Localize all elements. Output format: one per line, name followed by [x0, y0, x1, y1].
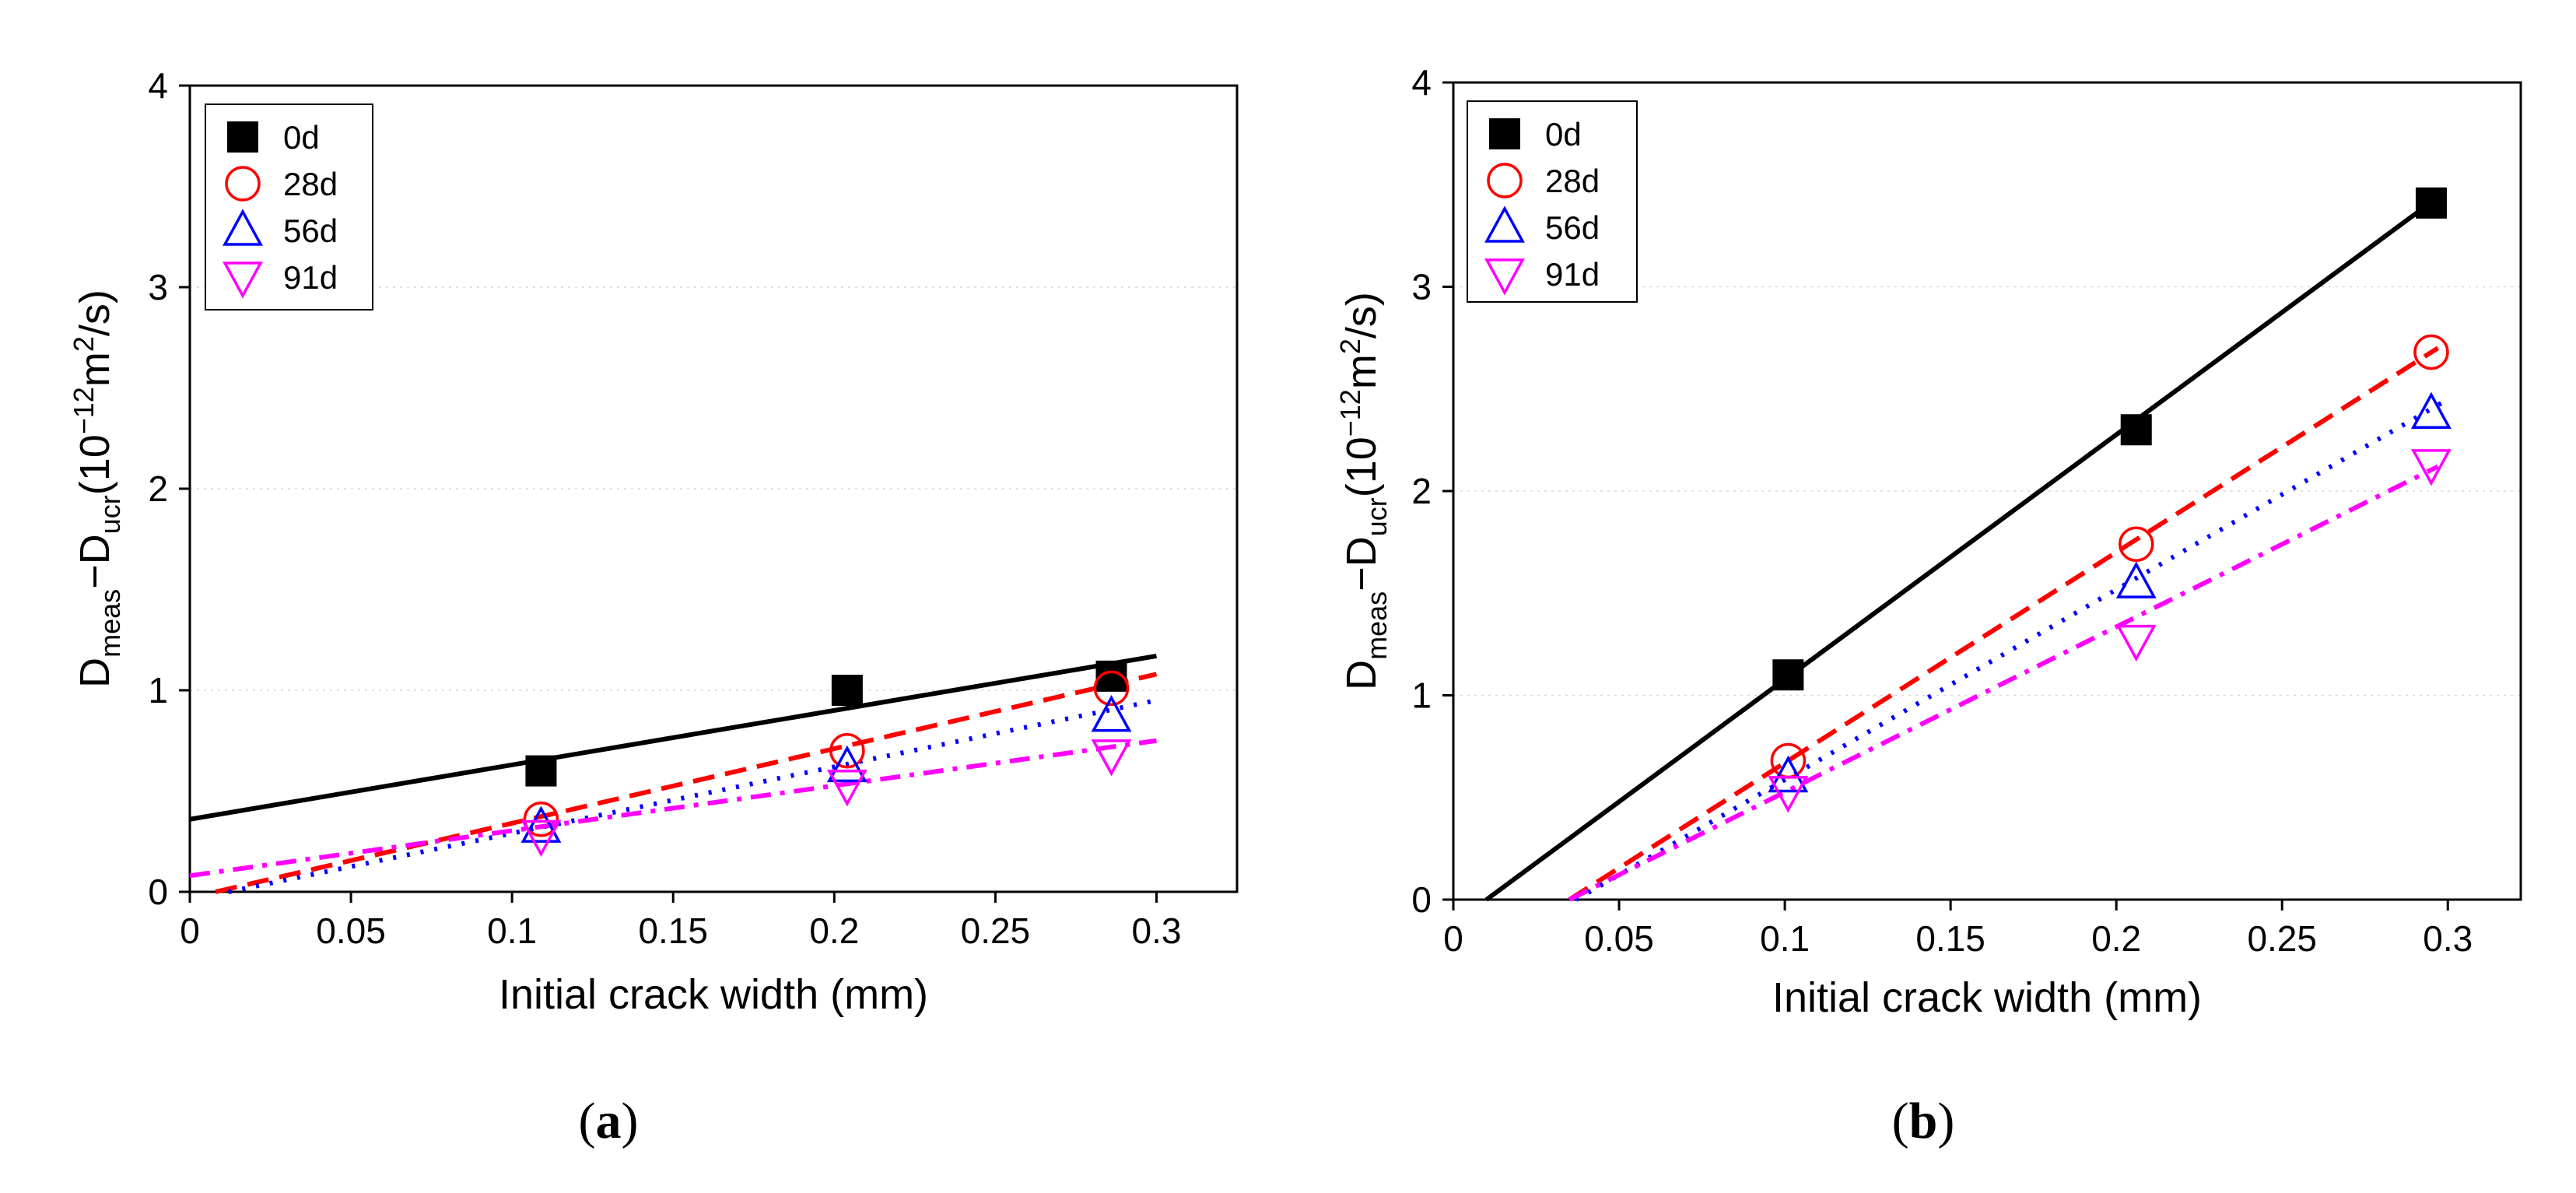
legend-marker-28d — [225, 166, 261, 202]
legend-label-28d: 28d — [1545, 163, 1600, 199]
legend-label-56d: 56d — [283, 212, 338, 249]
x-axis-title: Initial crack width (mm) — [499, 971, 928, 1018]
data-point-56d — [1091, 695, 1132, 732]
legend: 0d 28d 56d 91d — [205, 104, 373, 311]
data-point-56d — [520, 805, 562, 843]
data-point-0d — [831, 675, 863, 706]
data-point-0d — [525, 755, 557, 787]
x-axis-title: Initial crack width (mm) — [1772, 974, 2202, 1021]
data-point-28d — [2413, 334, 2449, 370]
x-tick-label: 0 — [180, 911, 200, 951]
data-point-91d — [2411, 449, 2452, 486]
x-tick-label: 0.15 — [1915, 918, 1985, 959]
x-tick-label: 0.15 — [638, 911, 708, 951]
legend-marker-56d — [223, 209, 263, 246]
x-tick-label: 0.3 — [1131, 911, 1181, 951]
legend-label-0d: 0d — [283, 119, 320, 156]
data-point-28d — [1093, 670, 1130, 707]
y-tick-label: 2 — [148, 468, 168, 509]
legend-marker-0d — [227, 121, 258, 153]
x-tick-label: 0.05 — [316, 911, 386, 951]
legend: 0d 28d 56d 91d — [1467, 100, 1638, 303]
fit-line-56d — [228, 698, 1158, 894]
data-point-0d — [1772, 659, 1804, 691]
x-tick-label: 0.2 — [809, 911, 859, 951]
fit-line-0d — [1484, 192, 2443, 902]
data-point-28d — [829, 732, 865, 769]
legend-label-28d: 28d — [283, 166, 338, 202]
data-point-56d — [826, 745, 867, 783]
data-point-91d — [1768, 776, 1809, 813]
data-point-56d — [2115, 561, 2157, 598]
fit-line-28d — [215, 672, 1158, 894]
y-tick-label: 3 — [148, 267, 168, 307]
x-tick-label: 0.25 — [2247, 918, 2317, 959]
x-tick-label: 0.05 — [1584, 918, 1654, 959]
chart-panel-a: 0 0.05 0.1 0.15 0.2 0.25 0.3 0 1 2 3 4 0d 28d 56d 91d In… — [68, 65, 1239, 1149]
y-tick-label: 3 — [1411, 267, 1432, 307]
panel-label: (b) — [1892, 1093, 1955, 1149]
panel-label: (a) — [579, 1093, 639, 1149]
legend-marker-91d — [223, 261, 263, 299]
data-point-56d — [1768, 755, 1809, 793]
legend-marker-91d — [1484, 258, 1525, 296]
y-tick-label: 1 — [148, 670, 168, 711]
x-tick-label: 0.2 — [2091, 918, 2141, 959]
x-tick-label: 0 — [1443, 918, 1463, 959]
y-tick-label: 0 — [148, 872, 168, 912]
y-axis-title: Dmeas−Ducr(10−12m2/s) — [68, 289, 126, 688]
legend-label-91d: 91d — [283, 259, 338, 296]
y-tick-label: 0 — [1411, 879, 1432, 920]
fit-line-91d — [189, 738, 1157, 879]
fit-line-28d — [1568, 346, 2440, 902]
x-tick-label: 0.3 — [2423, 918, 2473, 959]
legend-label-0d: 0d — [1545, 116, 1582, 153]
legend-marker-56d — [1484, 205, 1525, 243]
x-tick-label: 0.1 — [487, 911, 537, 951]
legend-marker-28d — [1487, 163, 1523, 198]
legend-label-56d: 56d — [1545, 209, 1600, 246]
y-tick-label: 4 — [148, 65, 168, 106]
y-tick-label: 4 — [1411, 62, 1432, 103]
x-tick-label: 0.1 — [1760, 918, 1810, 959]
legend-label-91d: 91d — [1545, 256, 1600, 293]
legend-marker-0d — [1489, 118, 1520, 149]
fit-line-56d — [1575, 401, 2443, 902]
data-point-91d — [1091, 739, 1132, 777]
data-point-56d — [2411, 391, 2452, 429]
data-point-28d — [2118, 526, 2154, 562]
y-tick-label: 2 — [1411, 471, 1432, 511]
data-point-91d — [826, 769, 867, 807]
y-tick-label: 1 — [1411, 675, 1432, 716]
data-point-91d — [520, 819, 562, 858]
x-tick-label: 0.25 — [961, 911, 1031, 951]
data-point-0d — [2415, 187, 2447, 219]
fit-line-91d — [1568, 464, 2439, 902]
y-axis-title: Dmeas−Ducr(10−12m2/s) — [1334, 292, 1393, 690]
fit-line-0d — [189, 654, 1157, 822]
data-point-91d — [2115, 624, 2157, 662]
chart-panel-b: 0 0.05 0.1 0.15 0.2 0.25 0.3 0 1 2 3 4 0d 28d 56d 91d In… — [1334, 62, 2522, 1149]
data-point-0d — [2120, 414, 2152, 446]
data-point-28d — [523, 802, 559, 837]
